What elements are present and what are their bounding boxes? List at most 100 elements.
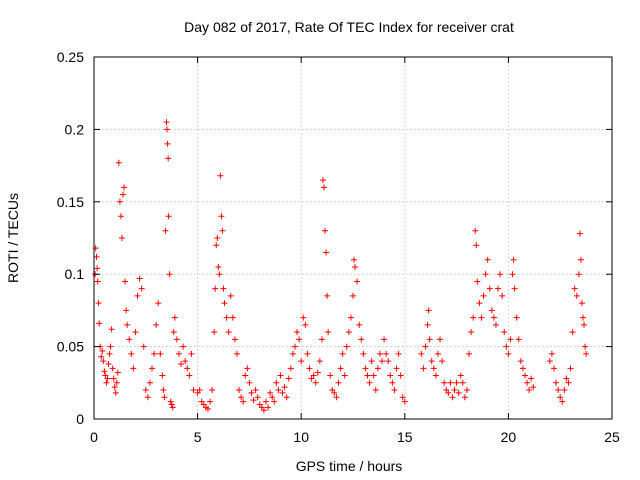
- data-point: [381, 336, 388, 343]
- data-point: [565, 379, 572, 386]
- data-point: [358, 336, 365, 343]
- data-point: [242, 372, 249, 379]
- data-point: [366, 379, 373, 386]
- data-point: [271, 398, 278, 405]
- data-point: [165, 155, 172, 162]
- data-point: [449, 394, 456, 401]
- data-point: [285, 375, 292, 382]
- data-point: [98, 353, 105, 360]
- data-point: [555, 387, 562, 394]
- data-point: [517, 358, 524, 365]
- data-point: [214, 235, 221, 241]
- data-point: [578, 300, 585, 307]
- data-point: [196, 387, 203, 394]
- data-point: [164, 140, 171, 147]
- data-point: [318, 336, 325, 343]
- data-point: [120, 191, 127, 198]
- data-point: [488, 307, 495, 314]
- y-tick-label: 0.25: [57, 49, 84, 65]
- data-point: [169, 404, 176, 411]
- axis-ticks: 0 5 10 15 20 25 0 0.05 0.1 0.15 0.2 0.25: [57, 49, 620, 445]
- data-point: [559, 398, 566, 405]
- data-point: [140, 343, 147, 350]
- data-point: [213, 242, 220, 249]
- data-point: [314, 369, 321, 376]
- data-point: [227, 292, 234, 299]
- data-point: [466, 350, 473, 357]
- data-point: [583, 350, 590, 357]
- data-point: [499, 292, 506, 299]
- data-point: [149, 365, 156, 372]
- data-point: [112, 389, 119, 396]
- data-point: [265, 404, 272, 411]
- data-point: [507, 336, 514, 343]
- data-point: [553, 379, 560, 386]
- data-point: [267, 389, 274, 396]
- data-point: [236, 387, 243, 394]
- data-point: [459, 379, 466, 386]
- data-point: [167, 398, 174, 405]
- data-point: [389, 379, 396, 386]
- data-point: [557, 394, 564, 401]
- data-point: [302, 321, 309, 328]
- data-point: [324, 292, 331, 299]
- data-point: [163, 126, 170, 133]
- data-point: [248, 389, 255, 396]
- data-point: [476, 300, 483, 307]
- data-point: [168, 401, 175, 408]
- data-point: [352, 263, 359, 270]
- data-point: [252, 387, 259, 394]
- data-point: [335, 379, 342, 386]
- data-point: [519, 365, 526, 372]
- data-point: [351, 256, 358, 263]
- data-point: [306, 365, 313, 372]
- data-point: [130, 365, 137, 372]
- data-point: [204, 405, 211, 412]
- data-point: [142, 387, 149, 394]
- data-point: [524, 379, 531, 386]
- data-point: [379, 358, 386, 365]
- data-point: [173, 336, 180, 343]
- data-point: [300, 314, 307, 321]
- data-point: [513, 314, 520, 321]
- data-point: [497, 271, 504, 278]
- data-point: [474, 278, 481, 285]
- data-point: [163, 119, 170, 126]
- data-point: [337, 365, 344, 372]
- data-point: [277, 372, 284, 379]
- data-point: [422, 343, 429, 350]
- data-point: [576, 230, 583, 237]
- data-point: [114, 369, 121, 376]
- data-point: [364, 372, 371, 379]
- y-tick-label: 0.15: [57, 194, 84, 210]
- data-point: [320, 184, 327, 191]
- data-point: [347, 314, 354, 321]
- data-point: [146, 379, 153, 386]
- data-point: [94, 278, 101, 285]
- data-point: [581, 321, 588, 328]
- data-point: [138, 285, 145, 292]
- data-point: [225, 329, 232, 336]
- data-point: [441, 379, 448, 386]
- data-point: [395, 350, 402, 357]
- data-point: [316, 358, 323, 365]
- data-point: [106, 350, 113, 357]
- data-point: [548, 350, 555, 357]
- data-point: [492, 321, 499, 328]
- data-point: [490, 314, 497, 321]
- data-point: [482, 271, 489, 278]
- data-point: [217, 172, 224, 179]
- data-point: [425, 307, 432, 314]
- data-point: [451, 387, 458, 394]
- data-point: [510, 256, 517, 263]
- data-point: [240, 398, 247, 405]
- data-point: [447, 379, 454, 386]
- data-point: [124, 321, 131, 328]
- data-point: [426, 336, 433, 343]
- data-point: [561, 387, 568, 394]
- data-point: [362, 365, 369, 372]
- data-point: [254, 394, 261, 401]
- data-point: [212, 285, 219, 292]
- data-point: [579, 314, 586, 321]
